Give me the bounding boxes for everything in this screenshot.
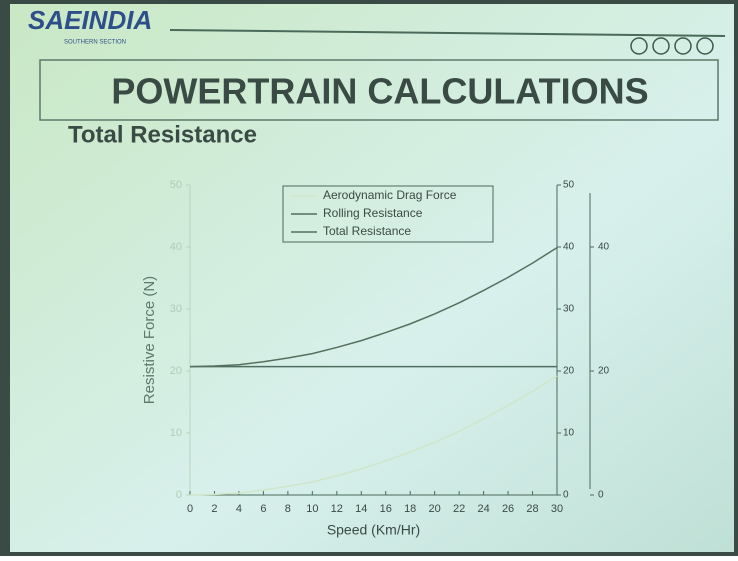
x-tick-label: 20 (429, 503, 441, 515)
x-tick-label: 8 (285, 503, 291, 515)
slide-subtitle: Total Resistance (68, 121, 257, 148)
y-tick-label: 20 (170, 365, 182, 377)
y2-tick-label: 50 (563, 180, 575, 191)
y-tick-label: 0 (176, 489, 182, 501)
logo-section: SOUTHERN SECTION (64, 40, 126, 46)
slide: SAEINDIA SOUTHERN SECTION POWERTRAIN CAL… (0, 0, 738, 556)
legend-label: Rolling Resistance (323, 206, 423, 220)
y-tick-label: 50 (170, 179, 182, 191)
x-tick-label: 0 (187, 503, 193, 515)
x-tick-label: 18 (404, 503, 416, 515)
x-tick-label: 26 (502, 503, 514, 515)
y3-tick-label: 0 (598, 490, 604, 501)
y2-tick-label: 10 (563, 428, 575, 439)
y-tick-label: 10 (170, 427, 182, 439)
y-tick-label: 40 (170, 241, 182, 253)
x-tick-label: 6 (260, 503, 266, 515)
x-tick-label: 22 (453, 503, 465, 515)
x-tick-label: 24 (477, 503, 489, 515)
y2-tick-label: 40 (563, 242, 575, 253)
x-tick-label: 10 (306, 503, 318, 515)
y2-tick-label: 20 (563, 366, 575, 377)
legend-label: Aerodynamic Drag Force (323, 188, 457, 202)
y2-tick-label: 30 (563, 304, 575, 315)
slide-title: POWERTRAIN CALCULATIONS (111, 71, 648, 112)
x-tick-label: 12 (331, 503, 343, 515)
y3-tick-label: 40 (598, 242, 610, 253)
page: SAEINDIA SOUTHERN SECTION POWERTRAIN CAL… (0, 0, 738, 561)
x-tick-label: 28 (526, 503, 538, 515)
y2-tick-label: 0 (563, 490, 569, 501)
legend-label: Total Resistance (323, 224, 411, 238)
y-axis-label: Resistive Force (N) (141, 276, 158, 404)
x-axis-label: Speed (Km/Hr) (327, 522, 420, 538)
x-tick-label: 14 (355, 503, 367, 515)
x-tick-label: 2 (211, 503, 217, 515)
y3-tick-label: 20 (598, 366, 610, 377)
x-tick-label: 4 (236, 503, 242, 515)
y-tick-label: 30 (170, 303, 182, 315)
x-tick-label: 16 (380, 503, 392, 515)
logo: SAEINDIA (28, 5, 152, 35)
x-tick-label: 30 (551, 503, 563, 515)
